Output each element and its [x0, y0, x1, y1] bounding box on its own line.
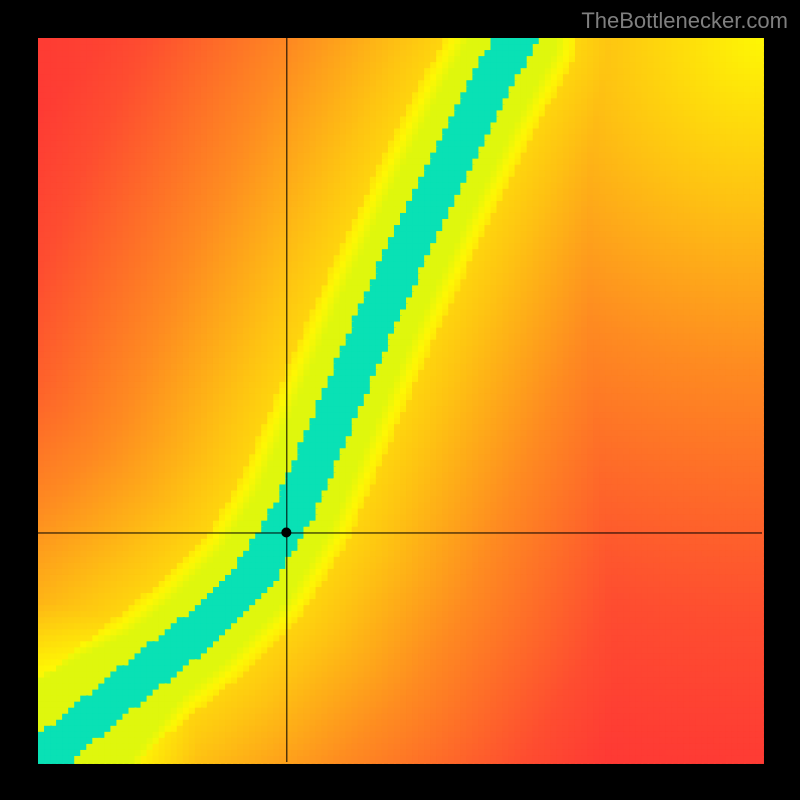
watermark-text: TheBottlenecker.com — [581, 8, 788, 34]
bottleneck-heatmap — [0, 0, 800, 800]
